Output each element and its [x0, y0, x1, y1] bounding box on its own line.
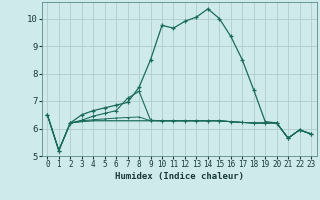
X-axis label: Humidex (Indice chaleur): Humidex (Indice chaleur): [115, 172, 244, 181]
